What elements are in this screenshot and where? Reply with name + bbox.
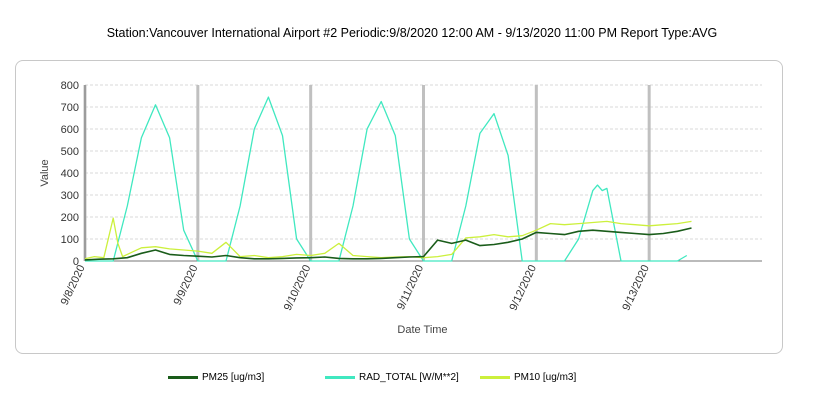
y-tick-label: 700 bbox=[61, 102, 79, 114]
y-tick-label: 400 bbox=[61, 168, 79, 180]
chart-panel: 0 100 200 300 400 500 600 700 800 9/8/2020 9/9/202… bbox=[15, 60, 783, 354]
chart-svg: 0 100 200 300 400 500 600 700 800 9/8/2020 9/9/202… bbox=[39, 80, 762, 336]
series-line-pm25 bbox=[84, 227, 692, 261]
legend-label-pm25: PM25 [ug/m3] bbox=[202, 372, 265, 383]
series-line-rad-total bbox=[85, 96, 688, 262]
legend-item-rad-total: RAD_TOTAL [W/M**2] bbox=[325, 372, 459, 383]
y-axis-label: Value bbox=[39, 159, 51, 186]
x-tick-label: 9/9/2020 bbox=[172, 263, 201, 307]
chart-title: Station:Vancouver International Airport … bbox=[106, 26, 718, 40]
y-tick-label: 800 bbox=[61, 80, 79, 92]
y-tick-label: 300 bbox=[61, 190, 79, 202]
legend-item-pm10: PM10 [ug/m3] bbox=[480, 372, 576, 383]
x-tick-label: 9/13/2020 bbox=[620, 263, 652, 312]
x-axis-label: Date Time bbox=[397, 324, 447, 336]
legend: PM25 [ug/m3] RAD_TOTAL [W/M**2] PM10 [ug… bbox=[0, 372, 824, 386]
legend-label-rad-total: RAD_TOTAL [W/M**2] bbox=[359, 372, 459, 383]
x-tick-label: 9/10/2020 bbox=[282, 263, 314, 312]
legend-label-pm10: PM10 [ug/m3] bbox=[514, 372, 577, 383]
legend-swatch-rad-total bbox=[325, 375, 355, 379]
x-tick-label: 9/11/2020 bbox=[395, 263, 426, 312]
y-tick-label: 200 bbox=[61, 212, 79, 224]
y-tick-label: 500 bbox=[61, 146, 79, 158]
y-tick-label: 0 bbox=[73, 256, 79, 268]
x-tick-label: 9/8/2020 bbox=[59, 263, 88, 307]
legend-swatch-pm25 bbox=[168, 375, 198, 379]
series-line-pm10 bbox=[84, 217, 692, 260]
y-tick-label: 100 bbox=[61, 234, 79, 246]
y-tick-label: 600 bbox=[61, 124, 79, 136]
legend-swatch-pm10 bbox=[480, 375, 510, 379]
legend-item-pm25: PM25 [ug/m3] bbox=[168, 372, 264, 383]
x-tick-label: 9/12/2020 bbox=[507, 263, 539, 312]
